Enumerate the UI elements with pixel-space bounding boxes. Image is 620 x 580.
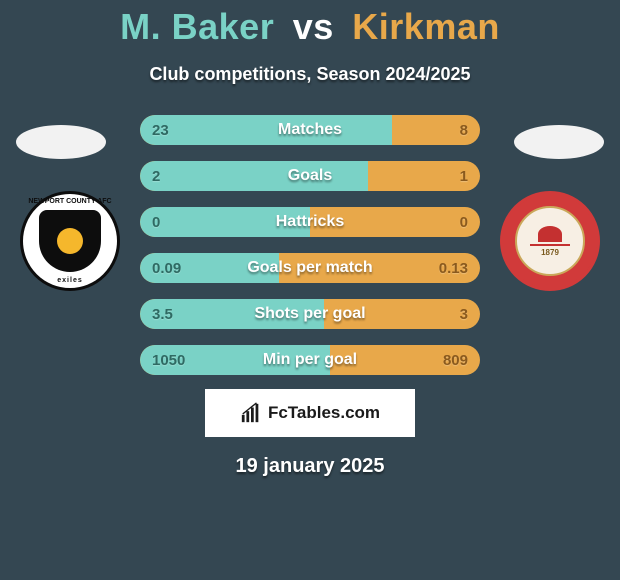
stat-value-right: 1 [460, 161, 468, 191]
stat-value-left: 0.09 [152, 253, 181, 283]
stat-row: 0.090.13Goals per match [140, 253, 480, 283]
stat-value-left: 0 [152, 207, 160, 237]
badge-right-year: 1879 [541, 248, 559, 257]
content-area: NEWPORT COUNTY AFC exiles 1879 238Matche… [0, 115, 620, 375]
stat-row: 3.53Shots per goal [140, 299, 480, 329]
subtitle: Club competitions, Season 2024/2025 [0, 64, 620, 85]
badge-right-inner: 1879 [515, 206, 585, 276]
stat-value-left: 2 [152, 161, 160, 191]
vs-text: vs [293, 6, 334, 47]
title: M. Baker vs Kirkman [0, 6, 620, 48]
badge-right-line [530, 244, 570, 246]
stat-row: 238Matches [140, 115, 480, 145]
stat-value-right: 0.13 [439, 253, 468, 283]
comparison-card: M. Baker vs Kirkman Club competitions, S… [0, 0, 620, 580]
club-badge-right: 1879 [500, 191, 600, 291]
stat-fill-left [140, 207, 310, 237]
stat-row: 21Goals [140, 161, 480, 191]
club-badge-left: NEWPORT COUNTY AFC exiles [20, 191, 120, 291]
flag-right [514, 125, 604, 159]
badge-left-top-text: NEWPORT COUNTY AFC [23, 198, 117, 205]
stat-row: 1050809Min per goal [140, 345, 480, 375]
brand-chart-icon [240, 402, 262, 424]
stat-fill-left [140, 115, 392, 145]
stat-value-left: 23 [152, 115, 169, 145]
stat-row: 00Hattricks [140, 207, 480, 237]
brand-text: FcTables.com [268, 403, 380, 423]
stat-value-left: 3.5 [152, 299, 173, 329]
flag-left [16, 125, 106, 159]
player2-name: Kirkman [352, 6, 500, 47]
brand-box[interactable]: FcTables.com [205, 389, 415, 437]
badge-left-bottom-text: exiles [23, 277, 117, 284]
stat-value-left: 1050 [152, 345, 185, 375]
stat-value-right: 3 [460, 299, 468, 329]
stat-value-right: 0 [460, 207, 468, 237]
stat-fill-left [140, 161, 368, 191]
badge-right-bird-icon [538, 226, 562, 242]
stat-bars: 238Matches21Goals00Hattricks0.090.13Goal… [140, 115, 480, 391]
stat-value-right: 8 [460, 115, 468, 145]
badge-left-shield [39, 210, 101, 272]
player1-name: M. Baker [120, 6, 274, 47]
stat-value-right: 809 [443, 345, 468, 375]
badge-left-ball-icon [57, 228, 83, 254]
date-text: 19 january 2025 [0, 455, 620, 478]
